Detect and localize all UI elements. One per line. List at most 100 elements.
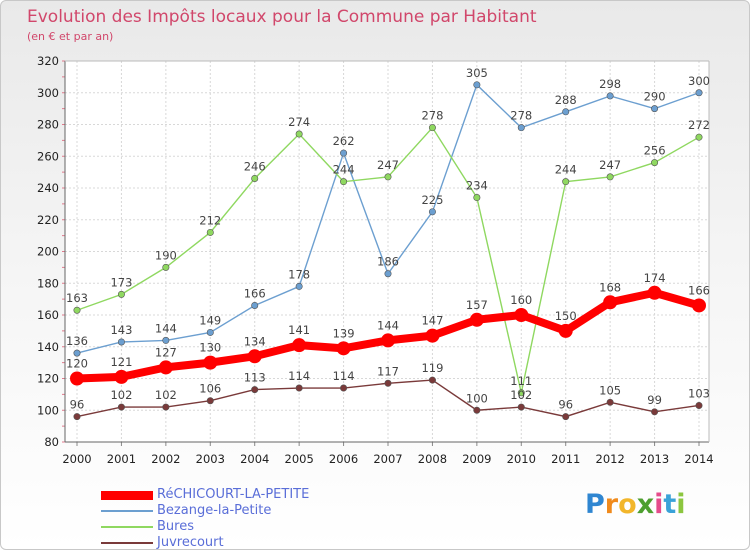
y-tick-label: 160 xyxy=(37,308,59,322)
data-label: 160 xyxy=(510,293,532,307)
data-point xyxy=(695,133,703,141)
series-juvrecourt xyxy=(73,376,703,421)
x-tick-label: 2002 xyxy=(151,452,180,466)
x-tick-label: 2000 xyxy=(62,452,91,466)
data-label: 121 xyxy=(110,355,132,369)
legend-swatch xyxy=(101,491,153,500)
data-point xyxy=(336,341,351,356)
data-label: 147 xyxy=(421,314,443,328)
data-label: 120 xyxy=(66,357,88,371)
data-label: 102 xyxy=(110,388,132,402)
x-tick-label: 2003 xyxy=(196,452,225,466)
data-point xyxy=(158,360,173,375)
data-point xyxy=(651,408,659,416)
data-label: 166 xyxy=(244,286,266,300)
data-label: 134 xyxy=(244,334,266,348)
data-point xyxy=(428,208,436,216)
data-point xyxy=(247,349,262,364)
x-tick-label: 2009 xyxy=(462,452,491,466)
data-point xyxy=(73,349,81,357)
legend-label: Bures xyxy=(157,519,194,534)
data-point xyxy=(428,376,436,384)
data-point xyxy=(251,301,259,309)
chart-subtitle: (en € et par an) xyxy=(27,30,114,43)
series-r-chicourt-la-petite xyxy=(70,285,706,386)
data-label: 225 xyxy=(421,193,443,207)
data-label: 114 xyxy=(288,369,310,383)
data-label: 166 xyxy=(688,283,710,297)
series xyxy=(70,81,706,421)
y-tick-label: 320 xyxy=(37,54,59,68)
data-point xyxy=(695,89,703,97)
legend-label: Bezange-la-Petite xyxy=(157,503,272,518)
legend-label: RéCHICOURT-LA-PETITE xyxy=(157,487,310,502)
x-tick-label: 2005 xyxy=(285,452,314,466)
x-tick-label: 2014 xyxy=(684,452,713,466)
y-tick-label: 220 xyxy=(37,213,59,227)
data-label: 102 xyxy=(155,388,177,402)
data-point xyxy=(517,389,525,397)
data-label: 99 xyxy=(647,393,662,407)
y-tick-label: 180 xyxy=(37,276,59,290)
data-label: 100 xyxy=(466,391,488,405)
y-tick-label: 280 xyxy=(37,118,59,132)
data-point xyxy=(606,398,614,406)
x-tick-label: 2012 xyxy=(596,452,625,466)
data-point xyxy=(162,263,170,271)
y-tick-label: 260 xyxy=(37,149,59,163)
data-label: 168 xyxy=(599,280,621,294)
data-point xyxy=(473,406,481,414)
data-point xyxy=(517,124,525,132)
legend-swatch xyxy=(101,542,153,544)
data-label: 174 xyxy=(644,271,666,285)
data-label: 139 xyxy=(333,326,355,340)
data-label: 144 xyxy=(155,321,177,335)
y-tick-label: 120 xyxy=(37,372,59,386)
data-point xyxy=(384,379,392,387)
data-point xyxy=(428,124,436,132)
data-label: 178 xyxy=(288,267,310,281)
x-tick-label: 2007 xyxy=(373,452,402,466)
data-label: 190 xyxy=(155,248,177,262)
x-tick-label: 2013 xyxy=(640,452,669,466)
data-point xyxy=(340,149,348,157)
data-label: 290 xyxy=(644,90,666,104)
data-point xyxy=(295,130,303,138)
data-label: 278 xyxy=(510,109,532,123)
data-point xyxy=(651,159,659,167)
data-label: 106 xyxy=(199,382,221,396)
axes: 80 100 120 140 160 180 200 220 240 260 280 300 320 20… xyxy=(37,54,714,466)
data-point xyxy=(562,178,570,186)
data-point xyxy=(162,403,170,411)
data-labels: 136 143 144 149 166 178 262 186 225 305 278 288 298 2… xyxy=(66,66,710,412)
data-label: 186 xyxy=(377,255,399,269)
data-label: 102 xyxy=(510,388,532,402)
data-label: 262 xyxy=(333,134,355,148)
data-label: 163 xyxy=(66,291,88,305)
data-point xyxy=(206,397,214,405)
legend-label: Juvrecourt xyxy=(157,535,224,550)
data-point xyxy=(692,298,706,313)
x-tick-label: 2011 xyxy=(551,452,580,466)
chart-title: Evolution des Impôts locaux pour la Comm… xyxy=(27,7,537,27)
data-point xyxy=(206,228,214,236)
data-label: 150 xyxy=(555,309,577,323)
data-label: 300 xyxy=(688,74,710,88)
data-point xyxy=(251,174,259,182)
y-tick-label: 80 xyxy=(44,435,59,449)
data-point xyxy=(384,173,392,181)
data-point xyxy=(647,285,662,300)
data-label: 127 xyxy=(155,345,177,359)
data-label: 103 xyxy=(688,386,710,400)
data-label: 143 xyxy=(110,323,132,337)
data-point xyxy=(203,355,218,370)
data-point xyxy=(292,338,307,353)
data-label: 114 xyxy=(333,369,355,383)
data-label: 119 xyxy=(421,361,443,375)
data-point xyxy=(117,290,125,298)
data-point xyxy=(473,81,481,89)
data-point xyxy=(117,403,125,411)
data-point xyxy=(558,323,573,338)
data-label: 113 xyxy=(244,371,266,385)
